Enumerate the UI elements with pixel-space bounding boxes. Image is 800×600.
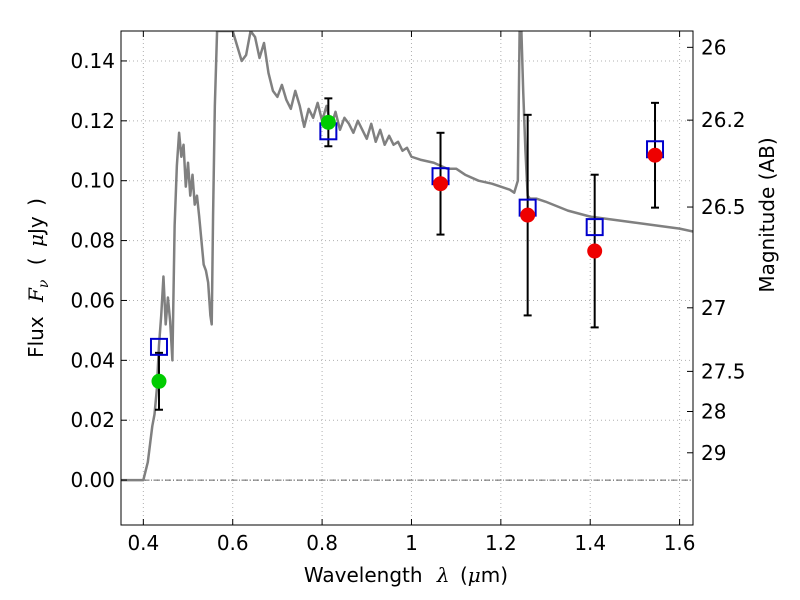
mag-tick-label: 26.5	[701, 195, 746, 219]
mag-tick-label: 27.5	[701, 359, 746, 383]
x-tick-label: 0.6	[217, 531, 249, 555]
plot-frame	[120, 30, 694, 526]
mag-tick-label: 28	[701, 400, 726, 424]
y-tick-label: 0.06	[70, 288, 115, 312]
x-tick-label: 1.4	[574, 531, 606, 555]
y-tick-label: 0.10	[70, 169, 115, 193]
plot-background	[121, 31, 693, 525]
observed-point-green	[320, 114, 336, 130]
x-tick-label: 1.6	[664, 531, 696, 555]
observed-point-red	[433, 176, 449, 192]
y-tick-label: 0.08	[70, 229, 115, 253]
y-tick-label: 0.12	[70, 109, 115, 133]
y-tick-label: 0.02	[70, 408, 115, 432]
y-tick-label: 0.14	[70, 49, 115, 73]
mag-tick-label: 29	[701, 441, 726, 465]
model-point	[149, 337, 168, 356]
mag-tick-label: 26.2	[701, 108, 746, 132]
x-tick-label: 0.4	[127, 531, 159, 555]
model-point	[585, 218, 604, 237]
data-area	[121, 31, 693, 482]
mag-tick-label: 26	[701, 35, 726, 59]
y-axis-label: Flux Fν ( μJy )	[24, 198, 53, 358]
right-axis-label: Magnitude (AB)	[755, 137, 779, 292]
y-tick-label: 0.04	[70, 348, 115, 372]
template-sed-line	[121, 31, 693, 482]
observed-point-green	[151, 373, 167, 389]
x-tick-label: 1	[405, 531, 418, 555]
x-tick-label: 0.8	[306, 531, 338, 555]
x-tick-label: 1.2	[485, 531, 517, 555]
observed-point-red	[587, 243, 603, 259]
observed-point-red	[647, 147, 663, 163]
observed-point-red	[520, 207, 536, 223]
x-axis-label: Wavelength λ (μm)	[304, 563, 508, 587]
axis-ticks: 0.4 0.6 0.8 1 1.2 1.4 1.6 0.00 0.02 0.04 0.06 0.08 0…	[70, 31, 746, 555]
mag-tick-label: 27	[701, 296, 726, 320]
y-tick-label: 0.00	[70, 468, 115, 492]
